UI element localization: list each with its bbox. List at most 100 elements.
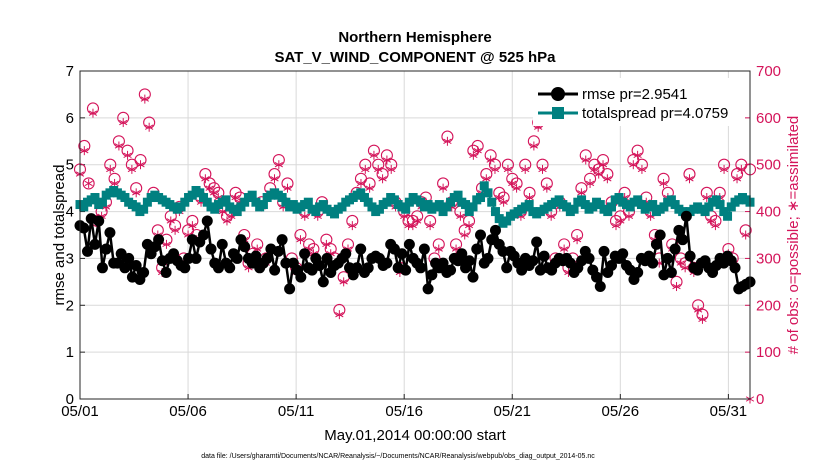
rmse-point [96,262,108,274]
totalspread-point [210,204,220,214]
series-rmse [74,210,756,295]
rmse-point [482,252,494,264]
totalspread-point [502,216,512,226]
rmse-point [527,255,539,267]
assimilated-point [166,216,175,226]
assimilated-point [529,141,539,151]
totalspread-point [461,200,471,210]
assimilated-point [598,160,608,170]
rmse-point [677,234,689,246]
rmse-point [665,266,677,278]
assimilated-point [378,174,387,184]
assimilated-point [322,239,331,249]
totalspread-point [603,207,613,217]
x-tick-6: 05/31 [710,403,748,420]
assimilated-point [538,164,547,174]
totalspread-point [382,197,392,207]
y-tick-right-6: 600 [756,110,781,127]
totalspread-point [258,200,268,210]
totalspread-point [131,202,141,212]
rmse-point [471,243,483,255]
totalspread-point [554,195,564,205]
rmse-point [224,262,236,274]
y-tick-left-7: 7 [66,63,74,80]
assimilated-point [119,118,128,128]
assimilated-point [348,221,357,231]
rmse-point [231,252,243,264]
rmse-point [467,271,479,283]
totalspread-point [580,200,590,210]
rmse-point [396,248,408,260]
rmse-point [647,257,659,269]
totalspread-point [468,202,478,212]
rmse-point [190,252,202,264]
rmse-point [673,224,685,236]
totalspread-point [416,197,426,207]
rmse-point [381,257,393,269]
totalspread-point [715,200,725,210]
assimilated-point [737,164,746,174]
totalspread-point [524,200,534,210]
totalspread-point [195,188,205,198]
series-assimilated [75,94,755,404]
x-tick-5: 05/26 [602,403,640,420]
assimilated-point [201,174,210,184]
totalspread-point [633,195,643,205]
possible-point [82,177,95,190]
totalspread-point [476,193,486,203]
rmse-point [317,276,329,288]
assimilated-point [132,188,141,198]
assimilated-point [188,221,197,231]
rmse-point [130,259,142,271]
y-tick-right-2: 200 [756,297,781,314]
assimilated-point [685,174,694,184]
totalspread-point [251,197,261,207]
chart-title: Northern Hemisphere [338,29,491,46]
totalspread-point [303,197,313,207]
totalspread-point [577,195,587,205]
totalspread-point [240,197,250,207]
assimilated-point [84,178,93,188]
rmse-point [362,262,374,274]
totalspread-point [337,202,347,212]
rmse-point [160,266,172,278]
y-tick-left-4: 4 [66,204,74,221]
totalspread-point [281,197,291,207]
y-axis-label-right: # of obs: o=possible; ∗=assimilated [785,116,802,355]
rmse-point [415,262,427,274]
rmse-point [729,262,741,274]
totalspread-point [404,197,414,207]
rmse-point [355,243,367,255]
assimilated-point [296,235,305,245]
rmse-point [216,238,228,250]
rmse-point [650,238,662,250]
rmse-point [680,210,692,222]
totalspread-point [487,197,497,207]
rmse-point [89,238,101,250]
rmse-point [104,227,116,239]
assimilated-point [300,211,309,221]
totalspread-point [614,193,624,203]
assimilated-point [335,310,344,320]
totalspread-point [288,200,298,210]
assimilated-point [490,164,500,174]
rmse-point [340,248,352,260]
rmse-point [295,271,307,283]
totalspread-point [232,207,242,217]
assimilated-point [205,183,214,193]
rmse-point [123,252,135,264]
assimilated-point [594,169,603,179]
assimilated-point [585,178,595,188]
totalspread-point [494,214,504,224]
rmse-point [463,255,475,267]
y-tick-right-7: 700 [756,63,781,80]
rmse-point [418,243,430,255]
totalspread-point [236,202,246,212]
totalspread-point [330,209,340,219]
rmse-point [284,283,296,295]
assimilated-point [711,221,720,231]
assimilated-point [88,108,98,118]
y-tick-left-0: 0 [66,391,74,408]
totalspread-point [187,190,197,200]
